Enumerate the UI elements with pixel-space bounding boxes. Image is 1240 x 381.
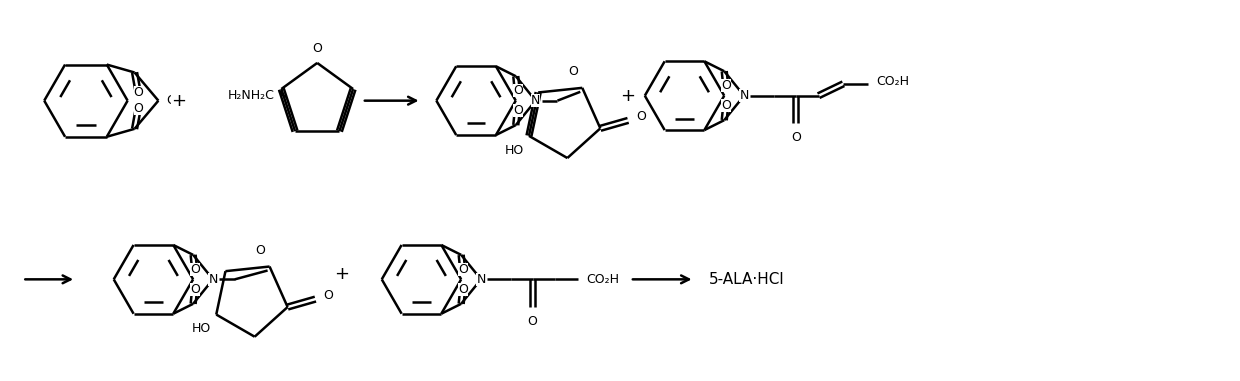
Text: N: N	[208, 273, 218, 286]
Text: O: O	[134, 86, 144, 99]
Text: HO: HO	[192, 322, 211, 336]
Text: O: O	[312, 42, 322, 55]
Text: O: O	[513, 84, 523, 97]
Text: N: N	[476, 273, 486, 286]
Text: H₂NH₂C: H₂NH₂C	[228, 89, 275, 102]
Text: HO: HO	[505, 144, 525, 157]
Text: CO₂H: CO₂H	[877, 75, 909, 88]
Text: 5-ALA·HCl: 5-ALA·HCl	[709, 272, 785, 287]
Text: O: O	[722, 99, 732, 112]
Text: O: O	[513, 104, 523, 117]
Text: +: +	[620, 87, 635, 105]
Text: CO₂H: CO₂H	[587, 273, 619, 286]
Text: O: O	[166, 94, 176, 107]
Text: O: O	[459, 283, 467, 296]
Text: O: O	[636, 110, 646, 123]
Text: O: O	[459, 263, 467, 276]
Text: O: O	[568, 65, 578, 78]
Text: O: O	[722, 79, 732, 92]
Text: +: +	[171, 92, 186, 110]
Text: N: N	[531, 94, 541, 107]
Text: N: N	[739, 89, 749, 102]
Text: O: O	[791, 131, 801, 144]
Text: +: +	[335, 266, 350, 283]
Text: O: O	[190, 263, 200, 276]
Text: O: O	[190, 283, 200, 296]
Text: O: O	[528, 315, 538, 328]
Text: O: O	[324, 289, 334, 302]
Text: O: O	[255, 243, 265, 257]
Text: O: O	[134, 102, 144, 115]
